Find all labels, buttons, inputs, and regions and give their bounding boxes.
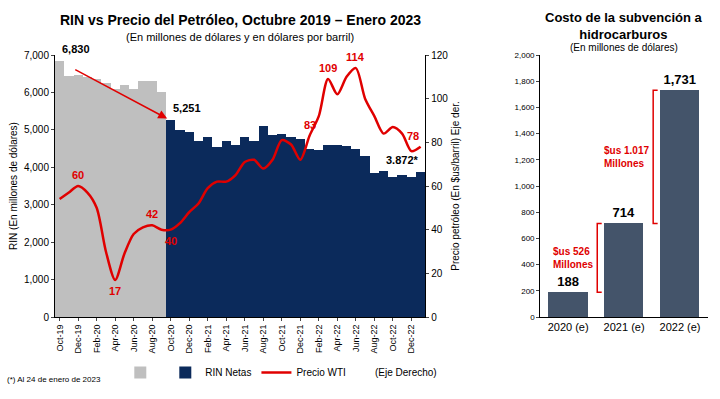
- svg-text:80: 80: [431, 137, 443, 148]
- svg-text:Feb-20: Feb-20: [92, 325, 102, 354]
- svg-text:(Eje Derecho): (Eje Derecho): [375, 367, 437, 378]
- svg-text:$us 526Millones: $us 526Millones: [553, 246, 593, 270]
- svg-text:78: 78: [407, 130, 419, 142]
- svg-text:100: 100: [431, 93, 448, 104]
- svg-text:42: 42: [146, 208, 158, 220]
- svg-text:(En millones de dólares y en d: (En millones de dólares y en dólares por…: [126, 31, 354, 43]
- svg-text:3.872*: 3.872*: [386, 154, 419, 166]
- svg-text:109: 109: [319, 62, 337, 74]
- svg-text:1,600: 1,600: [515, 103, 536, 112]
- svg-text:Costo de la subvención ahidroc: Costo de la subvención ahidrocarburos: [545, 10, 703, 42]
- svg-text:40: 40: [165, 235, 177, 247]
- svg-text:2,000: 2,000: [24, 237, 49, 248]
- svg-text:0: 0: [530, 313, 535, 322]
- svg-text:Oct-20: Oct-20: [166, 325, 176, 352]
- svg-text:20: 20: [431, 268, 443, 279]
- svg-text:Oct-19: Oct-19: [55, 325, 65, 352]
- svg-text:1,800: 1,800: [515, 77, 536, 86]
- svg-text:60: 60: [72, 169, 84, 181]
- svg-text:Feb-22: Feb-22: [314, 325, 324, 354]
- svg-text:Precio WTI: Precio WTI: [296, 367, 345, 378]
- svg-text:RIN (En millones de dólares): RIN (En millones de dólares): [8, 122, 19, 250]
- svg-text:Dec-22: Dec-22: [406, 325, 416, 354]
- svg-text:1,400: 1,400: [515, 129, 536, 138]
- svg-text:Oct-21: Oct-21: [277, 325, 287, 352]
- svg-text:5,000: 5,000: [24, 124, 49, 135]
- svg-text:(*) Al 24 de enero de 2023: (*) Al 24 de enero de 2023: [7, 375, 101, 384]
- svg-text:1,200: 1,200: [515, 156, 536, 165]
- svg-text:Jun-21: Jun-21: [240, 325, 250, 353]
- svg-text:1,731: 1,731: [663, 72, 696, 87]
- svg-text:$us 1.017Millones: $us 1.017Millones: [604, 145, 649, 169]
- svg-text:Jun-20: Jun-20: [129, 325, 139, 353]
- svg-text:0: 0: [431, 312, 437, 323]
- svg-text:17: 17: [109, 285, 121, 297]
- svg-text:(En millones de dólares): (En millones de dólares): [570, 42, 678, 53]
- svg-text:Oct-22: Oct-22: [388, 325, 398, 352]
- svg-text:Precio petróleo (En $us/barril: Precio petróleo (En $us/barril) Eje der.: [450, 101, 461, 271]
- svg-text:188: 188: [557, 274, 579, 289]
- svg-text:3,000: 3,000: [24, 199, 49, 210]
- svg-text:6,000: 6,000: [24, 87, 49, 98]
- svg-text:60: 60: [431, 181, 443, 192]
- svg-text:400: 400: [521, 260, 535, 269]
- svg-text:Apr-21: Apr-21: [221, 325, 231, 352]
- svg-text:2,000: 2,000: [515, 51, 536, 60]
- svg-text:200: 200: [521, 287, 535, 296]
- svg-text:Jun-22: Jun-22: [351, 325, 361, 353]
- svg-text:RIN Netas: RIN Netas: [205, 367, 251, 378]
- svg-text:0: 0: [43, 312, 49, 323]
- svg-text:40: 40: [431, 224, 443, 235]
- svg-text:Dec-21: Dec-21: [295, 325, 305, 354]
- svg-text:Apr-20: Apr-20: [110, 325, 120, 352]
- svg-text:2022 (e): 2022 (e): [660, 321, 701, 333]
- svg-text:Dec-20: Dec-20: [184, 325, 194, 354]
- svg-text:Aug-22: Aug-22: [369, 325, 379, 354]
- svg-text:114: 114: [346, 51, 365, 63]
- svg-text:7,000: 7,000: [24, 50, 49, 61]
- svg-text:4,000: 4,000: [24, 162, 49, 173]
- svg-text:Aug-21: Aug-21: [258, 325, 268, 354]
- svg-text:83: 83: [304, 119, 316, 131]
- svg-text:RIN vs Precio del Petróleo, Oc: RIN vs Precio del Petróleo, Octubre 2019…: [60, 12, 421, 28]
- svg-text:2020 (e): 2020 (e): [548, 321, 589, 333]
- svg-text:1,000: 1,000: [515, 182, 536, 191]
- svg-text:120: 120: [431, 50, 448, 61]
- svg-text:5,251: 5,251: [173, 102, 201, 114]
- svg-text:1,000: 1,000: [24, 274, 49, 285]
- svg-text:2021 (e): 2021 (e): [604, 321, 645, 333]
- svg-text:Feb-21: Feb-21: [203, 325, 213, 354]
- svg-text:Dec-19: Dec-19: [73, 325, 83, 354]
- svg-text:600: 600: [521, 234, 535, 243]
- svg-text:714: 714: [612, 205, 634, 220]
- svg-text:800: 800: [521, 208, 535, 217]
- svg-text:Apr-22: Apr-22: [332, 325, 342, 352]
- svg-text:Aug-20: Aug-20: [147, 325, 157, 354]
- svg-text:6,830: 6,830: [62, 43, 90, 55]
